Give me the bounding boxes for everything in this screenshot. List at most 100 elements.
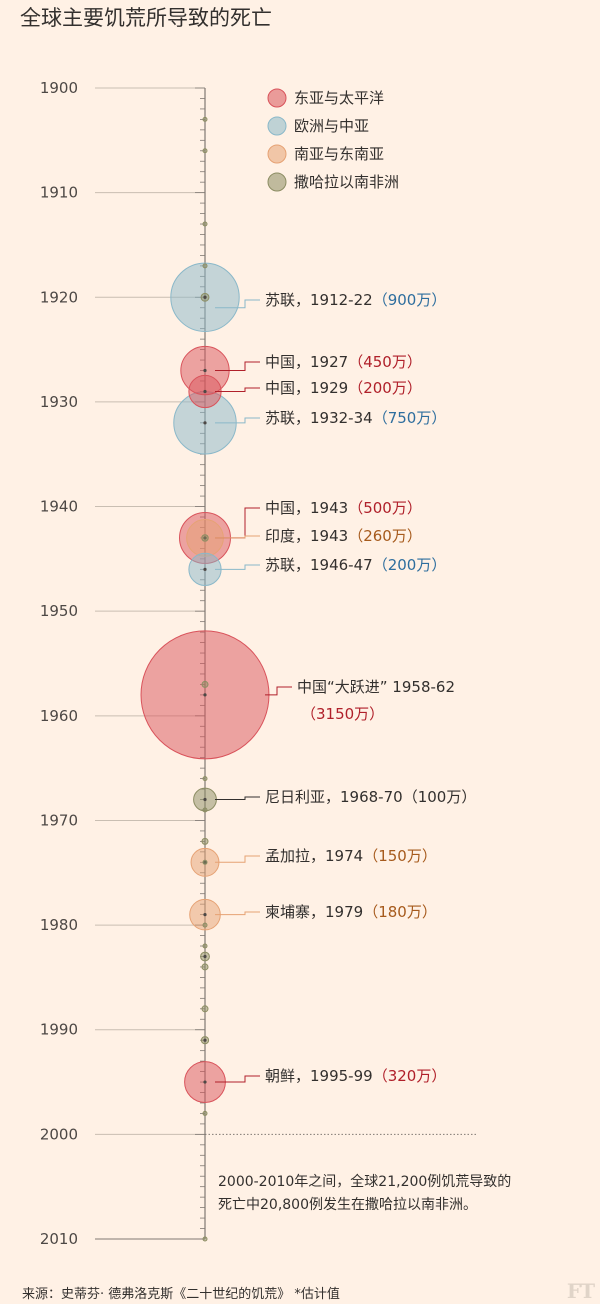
bubble-center-1979	[203, 913, 207, 917]
label-name-0: 苏联，1912-22	[265, 291, 373, 309]
bubble-1917	[202, 263, 208, 269]
legend-swatch-3	[267, 172, 287, 192]
label-name-4: 中国，1943	[265, 499, 348, 517]
bubble-center-1927	[203, 368, 207, 373]
legend-label-2: 南亚与东南亚	[294, 145, 384, 163]
label-0: 苏联，1912-22（900万）	[265, 291, 446, 309]
label-name-5: 印度，1943	[265, 527, 348, 545]
label-value-9: （150万）	[363, 847, 437, 865]
label-7: 中国“大跃进” 1958-62	[297, 678, 455, 696]
bubble-center-1983	[203, 954, 207, 959]
legend-swatch-1	[267, 116, 287, 136]
bubble-2010	[202, 1236, 208, 1242]
famine-bubbles	[140, 116, 270, 1242]
label-value-7: （3150万）	[301, 705, 384, 723]
tick-label-1990: 1990	[40, 1021, 78, 1039]
label-value-5: （260万）	[348, 527, 422, 545]
label-value-11: （320万）	[373, 1067, 447, 1085]
leader-3	[215, 417, 260, 424]
label-name-3: 苏联，1932-34	[265, 409, 373, 427]
leader-7	[265, 686, 292, 696]
bubble-1906	[202, 148, 208, 154]
leader-2	[215, 387, 260, 392]
bubble-1969	[202, 807, 208, 813]
leader-5	[215, 535, 260, 539]
tick-label-1970: 1970	[40, 811, 78, 829]
legend-label-1: 欧洲与中亚	[294, 117, 369, 135]
bubble-center-1929	[203, 389, 207, 394]
label-value-2: （200万）	[348, 379, 422, 397]
tick-label-1930: 1930	[40, 393, 78, 411]
bubble-1974	[202, 859, 208, 865]
tick-label-1950: 1950	[40, 602, 78, 620]
bubble-center-1920	[203, 295, 207, 299]
bubble-1957	[201, 680, 209, 688]
leader-1	[215, 361, 260, 372]
label-name-2: 中国，1929	[265, 379, 348, 397]
source-footer: 来源：史蒂芬· 德弗洛克斯《二十世纪的饥荒》 *估计值	[22, 1287, 340, 1302]
bubble-center-1932	[203, 421, 207, 425]
label-value-8: （100万）	[403, 788, 477, 806]
label-leader-lines	[215, 299, 292, 1083]
legend-swatch-0	[267, 88, 287, 108]
tick-label-1910: 1910	[40, 184, 78, 202]
bubble-1988	[201, 1005, 209, 1013]
leader-11	[215, 1075, 260, 1083]
bubble-center-1958	[203, 693, 207, 697]
timeline-axis: 1900 1910 1920 1930 1940 1950 1960 1970 1980 1990…	[40, 79, 206, 1248]
label-4: 中国，1943（500万）	[265, 499, 422, 517]
label-name-9: 孟加拉，1974	[265, 847, 363, 865]
label-value-4: （500万）	[348, 499, 422, 517]
chart-title: 全球主要饥荒所导致的死亡	[20, 6, 272, 30]
bubble-center-1968	[203, 797, 207, 802]
note-annotation: 2000-2010年之间，全球21,200例饥荒导致的死亡中20,800例发生在…	[218, 1173, 511, 1213]
tick-label-1980: 1980	[40, 916, 78, 934]
leader-9	[215, 855, 260, 863]
bubble-1903	[202, 116, 208, 122]
label-name-8: 尼日利亚，1968-70	[265, 788, 403, 806]
label-2: 中国，1929（200万）	[265, 379, 422, 397]
leader-0	[215, 299, 260, 309]
bubble-center-1946	[203, 567, 207, 571]
bubble-1982	[202, 943, 208, 949]
label-name-10: 柬埔寨，1979	[265, 903, 363, 921]
bubble-1980	[202, 922, 208, 928]
year-gridlines	[95, 87, 476, 1240]
bubble-center-1991	[203, 1038, 207, 1042]
label-value-0: （900万）	[373, 291, 447, 309]
ft-logo: FT	[566, 1279, 595, 1303]
tick-label-2000: 2000	[40, 1125, 78, 1143]
label-6: 苏联，1946-47（200万）	[265, 556, 446, 574]
bubble-1984	[201, 963, 209, 971]
label-name-7: 中国“大跃进” 1958-62	[297, 678, 455, 696]
label-1: 中国，1927（450万）	[265, 353, 422, 371]
leader-8	[215, 796, 260, 801]
legend-swatch-2	[267, 144, 287, 164]
label-11: 朝鲜，1995-99（320万）	[265, 1067, 446, 1085]
label-value-3: （750万）	[373, 409, 447, 427]
label-name-6: 苏联，1946-47	[265, 556, 373, 574]
legend-label-0: 东亚与太平洋	[294, 89, 384, 107]
bubble-1913	[202, 221, 208, 227]
tick-label-1960: 1960	[40, 707, 78, 725]
leader-10	[215, 911, 260, 916]
label-value-1: （450万）	[348, 353, 422, 371]
bubble-1966	[202, 776, 208, 782]
label-name-1: 中国，1927	[265, 353, 348, 371]
note-line-1: 死亡中20,800例发生在撒哈拉以南非洲。	[218, 1197, 477, 1213]
tick-label-1940: 1940	[40, 498, 78, 516]
label-10: 柬埔寨，1979（180万）	[265, 903, 437, 921]
bubble-center-1995	[203, 1080, 207, 1084]
label-5: 印度，1943（260万）	[265, 527, 422, 545]
tick-label-1920: 1920	[40, 288, 78, 306]
label-value-10: （180万）	[363, 903, 437, 921]
label-value-6: （200万）	[373, 556, 447, 574]
label-name-11: 朝鲜，1995-99	[265, 1067, 373, 1085]
note-line-0: 2000-2010年之间，全球21,200例饥荒导致的	[218, 1173, 511, 1190]
bubble-1998	[202, 1110, 208, 1116]
famine-labels: 苏联，1912-22（900万）中国，1927（450万）中国，1929（200…	[265, 291, 476, 1085]
label-8: 尼日利亚，1968-70（100万）	[265, 788, 476, 806]
tick-label-2010: 2010	[40, 1230, 78, 1248]
